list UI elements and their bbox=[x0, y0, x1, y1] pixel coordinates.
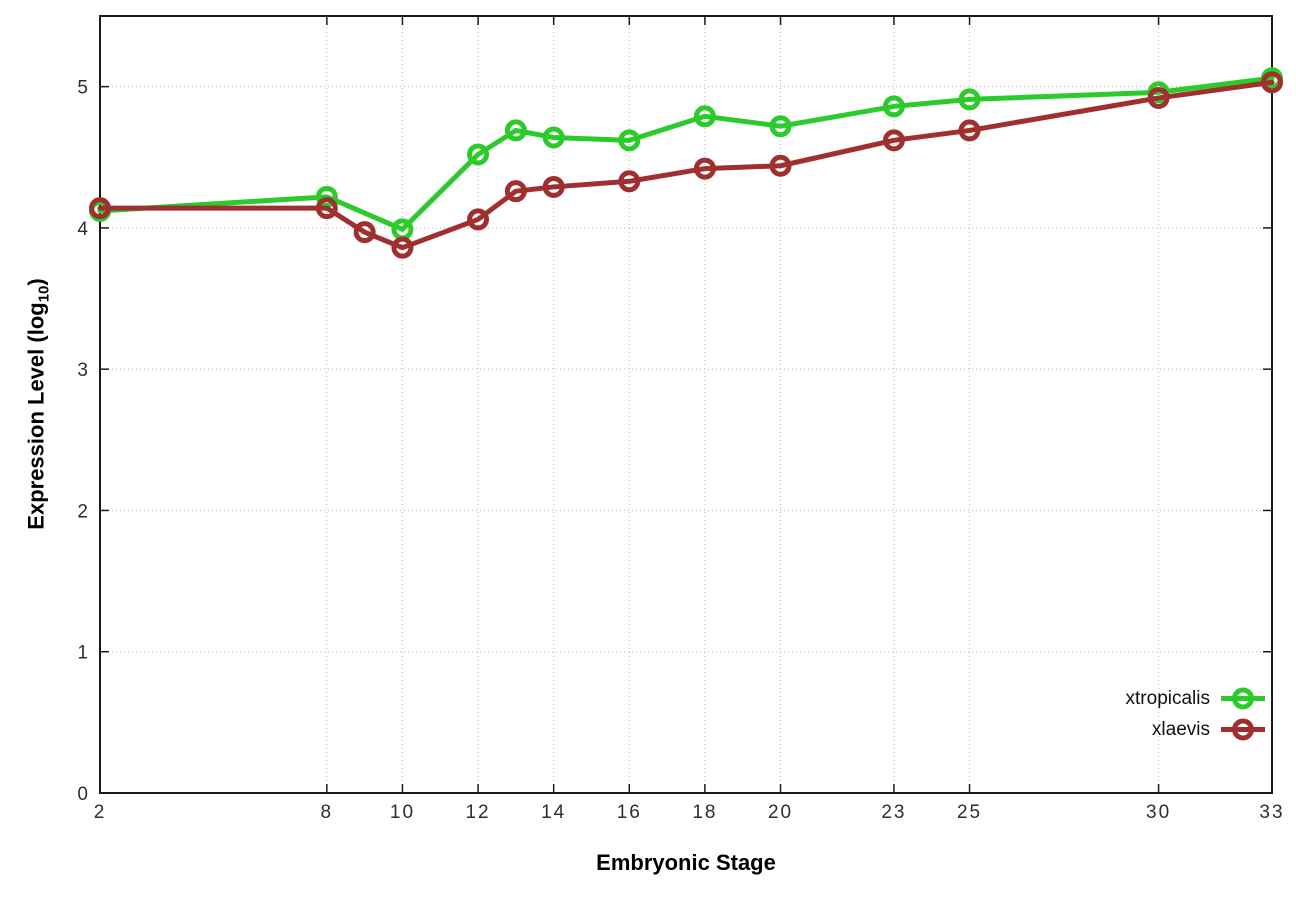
y-tick-label: 0 bbox=[77, 784, 88, 805]
legend-label-xtropicalis: xtropicalis bbox=[1125, 687, 1210, 709]
y-tick-label: 1 bbox=[77, 643, 88, 664]
data-point-xlaevis bbox=[882, 129, 905, 152]
data-point-xlaevis bbox=[1261, 71, 1283, 94]
x-tick-label: 2 bbox=[94, 802, 107, 823]
data-point-xlaevis bbox=[618, 170, 641, 193]
x-tick-label: 12 bbox=[465, 802, 490, 823]
x-tick-label: 16 bbox=[617, 802, 642, 823]
x-tick-label: 18 bbox=[692, 802, 717, 823]
x-tick-label: 30 bbox=[1146, 802, 1171, 823]
legend-marker-xtropicalis-icon bbox=[1221, 687, 1265, 710]
data-point-xlaevis bbox=[542, 175, 565, 198]
data-point-xlaevis bbox=[769, 154, 792, 177]
y-axis-label: Expression Level (log10) bbox=[24, 278, 53, 529]
data-point-xlaevis bbox=[467, 208, 490, 231]
data-point-xlaevis bbox=[391, 236, 414, 259]
data-point-xtropicalis bbox=[504, 119, 527, 142]
series-line-xtropicalis bbox=[97, 75, 1275, 232]
legend-marker-xlaevis-icon bbox=[1221, 718, 1265, 741]
data-point-xtropicalis bbox=[315, 185, 338, 208]
data-point-xtropicalis bbox=[467, 143, 490, 166]
data-point-xlaevis bbox=[1147, 86, 1170, 109]
data-point-xlaevis bbox=[315, 197, 338, 220]
legend-row-xlaevis: xlaevis bbox=[1126, 716, 1266, 743]
x-tick-label: 20 bbox=[768, 802, 793, 823]
data-point-xlaevis bbox=[693, 157, 716, 180]
data-point-xtropicalis bbox=[882, 95, 905, 118]
y-tick-label: 3 bbox=[77, 360, 88, 381]
series-line-xlaevis bbox=[97, 79, 1275, 251]
data-point-xtropicalis bbox=[542, 126, 565, 149]
data-point-xlaevis bbox=[958, 119, 981, 142]
data-point-xtropicalis bbox=[618, 129, 641, 152]
data-point-xtropicalis bbox=[958, 88, 981, 111]
data-point-xlaevis bbox=[504, 180, 527, 203]
data-point-xtropicalis bbox=[769, 115, 792, 138]
data-point-xtropicalis bbox=[693, 105, 716, 128]
legend-label-xlaevis: xlaevis bbox=[1151, 718, 1210, 740]
x-tick-label: 25 bbox=[957, 802, 982, 823]
x-tick-label: 33 bbox=[1259, 802, 1284, 823]
y-axis-label-suffix: ) bbox=[23, 278, 49, 286]
data-point-xlaevis bbox=[89, 197, 111, 220]
data-point-xlaevis bbox=[353, 221, 376, 244]
x-axis-label: Embryonic Stage bbox=[596, 850, 776, 875]
legend-row-xtropicalis: xtropicalis bbox=[1126, 685, 1266, 712]
y-axis-label-subscript: 10 bbox=[35, 285, 53, 303]
y-tick-label: 5 bbox=[77, 78, 88, 99]
x-tick-label: 8 bbox=[321, 802, 334, 823]
y-tick-label: 4 bbox=[77, 219, 88, 240]
plot-border bbox=[99, 15, 1273, 794]
y-tick-label: 2 bbox=[77, 501, 88, 522]
x-tick-label: 10 bbox=[390, 802, 415, 823]
x-tick-label: 23 bbox=[881, 802, 906, 823]
legend: xtropicalis xlaevis bbox=[1126, 685, 1266, 743]
y-axis-label-text: Expression Level (log bbox=[23, 302, 49, 530]
x-tick-label: 14 bbox=[541, 802, 566, 823]
